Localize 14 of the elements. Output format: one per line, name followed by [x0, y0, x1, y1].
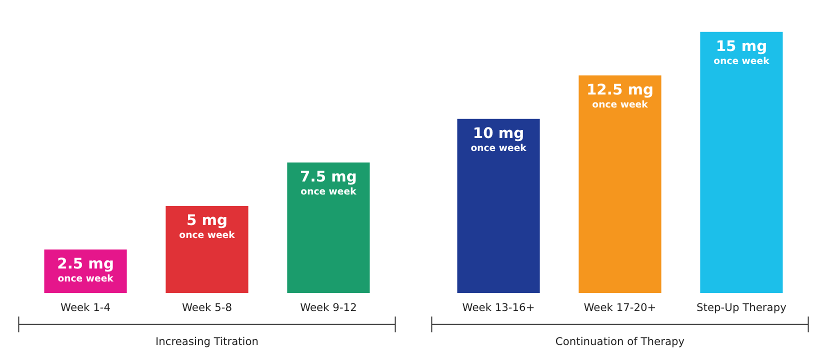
- data-label: 12.5 mg once week: [586, 81, 654, 110]
- x-tick-label: Week 13-16+: [462, 300, 535, 314]
- x-tick-label: Week 17-20+: [584, 300, 656, 314]
- x-tick-label: Week 5-8: [182, 300, 232, 314]
- data-label: 15 mg once week: [714, 38, 770, 67]
- data-label: 5 mg once week: [179, 212, 236, 241]
- x-axis-title: Continuation of Therapy: [555, 334, 685, 348]
- x-tick-label: Week 9-12: [300, 300, 357, 314]
- x-tick-label: Week 1-4: [60, 300, 111, 314]
- x-axis-title: Increasing Titration: [155, 334, 259, 348]
- data-label: 2.5 mg once week: [57, 256, 114, 285]
- data-label: 7.5 mg once week: [300, 168, 358, 198]
- x-tick-label: Step-Up Therapy: [696, 300, 786, 314]
- data-label: 10 mg once week: [470, 124, 528, 154]
